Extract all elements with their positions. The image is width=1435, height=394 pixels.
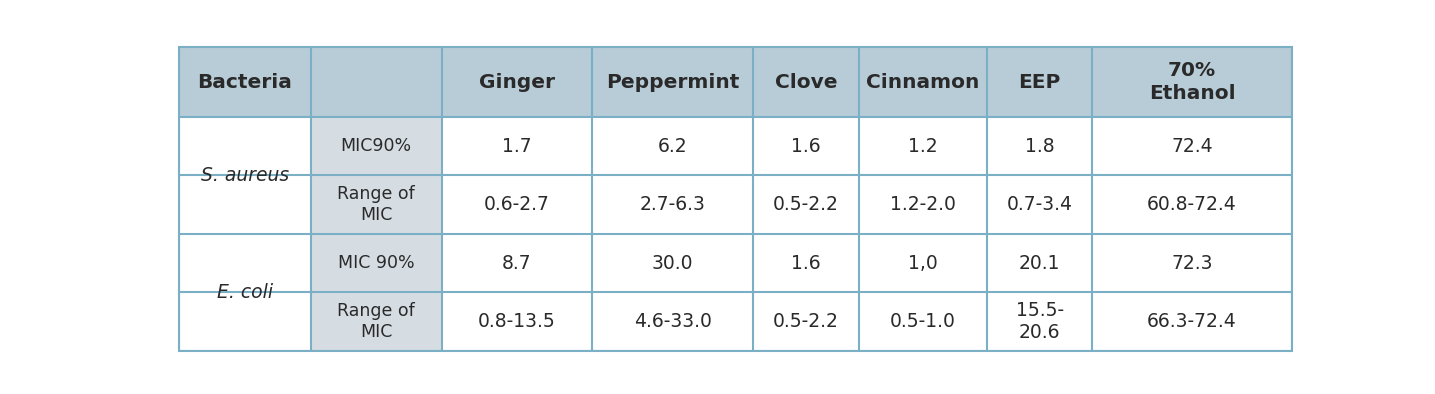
Bar [753, 47, 860, 117]
Bar [442, 234, 593, 292]
Bar [1092, 117, 1292, 175]
Text: 1.2-2.0: 1.2-2.0 [890, 195, 956, 214]
Text: 2.7-6.3: 2.7-6.3 [640, 195, 706, 214]
Text: Cinnamon: Cinnamon [867, 72, 980, 92]
Text: 0.5-2.2: 0.5-2.2 [773, 312, 839, 331]
Text: 72.4: 72.4 [1171, 137, 1213, 156]
Bar [179, 234, 310, 351]
Text: Bacteria: Bacteria [198, 72, 293, 92]
Text: 15.5-
20.6: 15.5- 20.6 [1016, 301, 1063, 342]
Text: 60.8-72.4: 60.8-72.4 [1147, 195, 1237, 214]
Bar [860, 234, 987, 292]
Bar [442, 292, 593, 351]
Text: Range of
MIC: Range of MIC [337, 302, 415, 341]
Bar [987, 117, 1092, 175]
Text: 0.5-2.2: 0.5-2.2 [773, 195, 839, 214]
Bar [310, 292, 442, 351]
Bar [987, 292, 1092, 351]
Text: MIC 90%: MIC 90% [337, 254, 415, 272]
Bar [179, 47, 442, 117]
Text: 30.0: 30.0 [651, 254, 693, 273]
Bar [987, 234, 1092, 292]
Bar [442, 47, 593, 117]
Bar [987, 175, 1092, 234]
Text: 0.5-1.0: 0.5-1.0 [890, 312, 956, 331]
Bar [593, 292, 753, 351]
Bar [1092, 47, 1292, 117]
Bar [860, 175, 987, 234]
Text: 20.1: 20.1 [1019, 254, 1060, 273]
Bar [1092, 175, 1292, 234]
Text: 1.6: 1.6 [791, 137, 821, 156]
Text: 1.2: 1.2 [908, 137, 937, 156]
Bar [593, 175, 753, 234]
Text: Clove: Clove [775, 72, 837, 92]
Text: 0.7-3.4: 0.7-3.4 [1006, 195, 1072, 214]
Bar [753, 117, 860, 175]
Bar [1092, 292, 1292, 351]
Bar [860, 117, 987, 175]
Bar [593, 47, 753, 117]
Text: Range of
MIC: Range of MIC [337, 185, 415, 225]
Text: 8.7: 8.7 [502, 254, 532, 273]
Text: 72.3: 72.3 [1171, 254, 1213, 273]
Text: 4.6-33.0: 4.6-33.0 [634, 312, 712, 331]
Bar [310, 117, 442, 175]
Text: S. aureus: S. aureus [201, 166, 288, 185]
Bar [310, 234, 442, 292]
Text: MIC90%: MIC90% [340, 137, 412, 155]
Bar [753, 292, 860, 351]
Text: 1,0: 1,0 [908, 254, 937, 273]
Bar [860, 292, 987, 351]
Text: 70%
Ethanol: 70% Ethanol [1148, 61, 1236, 103]
Bar [593, 117, 753, 175]
Text: Ginger: Ginger [479, 72, 555, 92]
Text: EEP: EEP [1019, 72, 1060, 92]
Bar [1092, 234, 1292, 292]
Text: 0.8-13.5: 0.8-13.5 [478, 312, 555, 331]
Text: 1.7: 1.7 [502, 137, 532, 156]
Text: 66.3-72.4: 66.3-72.4 [1147, 312, 1237, 331]
Text: E. coli: E. coli [217, 283, 273, 302]
Text: 1.6: 1.6 [791, 254, 821, 273]
Text: Peppermint: Peppermint [606, 72, 739, 92]
Bar [179, 117, 310, 234]
Bar [987, 47, 1092, 117]
Bar [593, 234, 753, 292]
Text: 1.8: 1.8 [1025, 137, 1055, 156]
Bar [860, 47, 987, 117]
Text: 0.6-2.7: 0.6-2.7 [484, 195, 550, 214]
Bar [753, 175, 860, 234]
Text: 6.2: 6.2 [657, 137, 687, 156]
Bar [442, 117, 593, 175]
Bar [753, 234, 860, 292]
Bar [310, 175, 442, 234]
Bar [442, 175, 593, 234]
